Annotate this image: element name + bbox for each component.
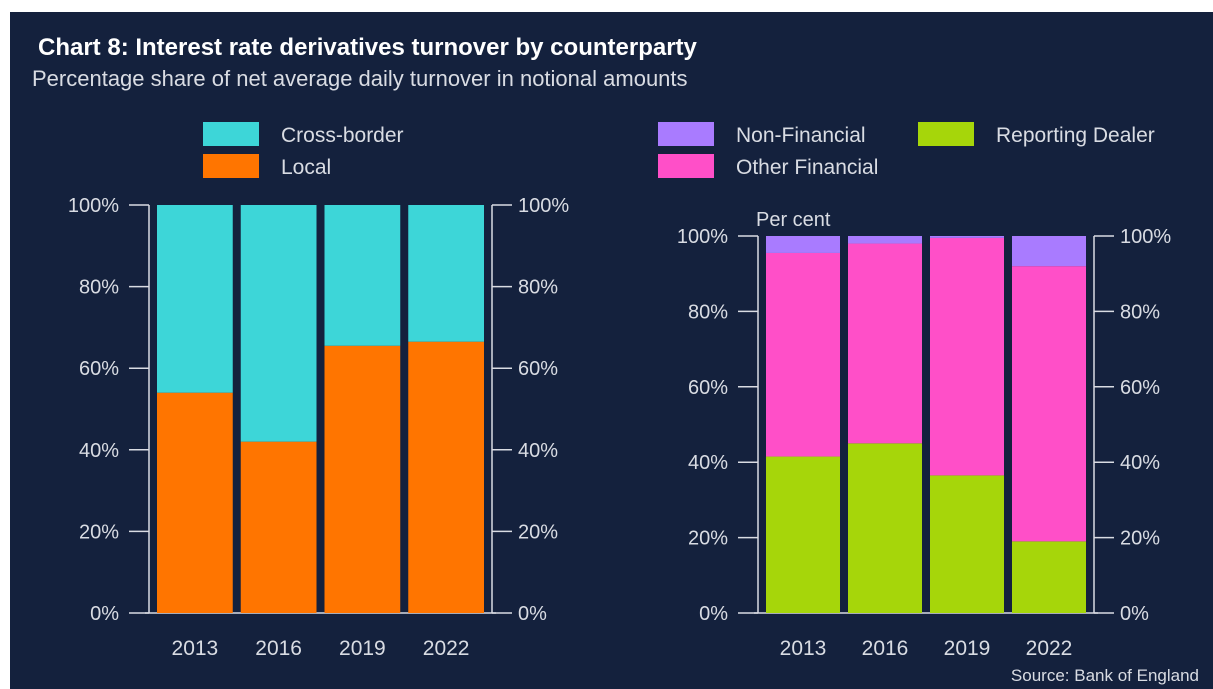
bar-local-2013 bbox=[157, 392, 233, 613]
y-tick-label-right: 100% bbox=[1120, 226, 1171, 248]
y-tick-label-left: 80% bbox=[688, 301, 728, 323]
legend-label-non-financial: Non-Financial bbox=[736, 124, 866, 147]
y-tick-label-left: 0% bbox=[90, 603, 119, 625]
y-tick-label-left: 0% bbox=[699, 603, 728, 625]
bar-other-financial-2019 bbox=[930, 237, 1004, 476]
bar-non-financial-2022 bbox=[1012, 236, 1086, 267]
legend-label-other-financial: Other Financial bbox=[736, 156, 878, 179]
y-tick-label-right: 20% bbox=[1120, 528, 1160, 550]
source-note: Source: Bank of England bbox=[1010, 666, 1199, 685]
legend-label-cross-border: Cross-border bbox=[281, 124, 404, 147]
counterparty-type-chart: 0% 0% 20% 20% 40% 40% 60% 60% 80% 80% 100% 100% 2013… bbox=[658, 122, 1171, 660]
bar-other-financial-2013 bbox=[766, 252, 840, 457]
legend-swatch-non-financial bbox=[658, 122, 714, 146]
legend-label-reporting-dealer: Reporting Dealer bbox=[996, 124, 1155, 147]
bar-reporting-dealer-2019 bbox=[930, 475, 1004, 613]
x-tick-label-2022: 2022 bbox=[1026, 637, 1073, 660]
bar-reporting-dealer-2013 bbox=[766, 456, 840, 613]
legend-label-local: Local bbox=[281, 156, 331, 179]
y-tick-label-left: 60% bbox=[688, 377, 728, 399]
bar-cross-border-2016 bbox=[240, 205, 317, 442]
y-axis-label: Per cent bbox=[756, 209, 831, 231]
bar-reporting-dealer-2016 bbox=[848, 443, 922, 613]
legend-swatch-reporting-dealer bbox=[918, 122, 974, 146]
bar-local-2019 bbox=[324, 345, 401, 613]
x-tick-label-2013: 2013 bbox=[172, 637, 219, 660]
y-tick-label-right: 60% bbox=[1120, 377, 1160, 399]
legend-swatch-other-financial bbox=[658, 154, 714, 178]
y-tick-label-right: 20% bbox=[518, 521, 558, 543]
x-tick-label-2019: 2019 bbox=[339, 637, 386, 660]
y-tick-label-right: 0% bbox=[1120, 603, 1149, 625]
y-tick-label-left: 100% bbox=[68, 195, 119, 217]
y-tick-label-right: 60% bbox=[518, 358, 558, 380]
bar-local-2022 bbox=[408, 341, 484, 613]
y-tick-label-right: 100% bbox=[518, 195, 569, 217]
chart-title: Chart 8: Interest rate derivatives turno… bbox=[38, 34, 697, 61]
y-tick-label-left: 20% bbox=[688, 528, 728, 550]
x-tick-label-2013: 2013 bbox=[780, 637, 827, 660]
bar-other-financial-2022 bbox=[1012, 266, 1086, 542]
y-tick-label-right: 40% bbox=[518, 440, 558, 462]
x-tick-label-2016: 2016 bbox=[255, 637, 302, 660]
x-tick-label-2019: 2019 bbox=[944, 637, 991, 660]
x-tick-label-2016: 2016 bbox=[862, 637, 909, 660]
counterparty-location-chart: 0% 0% 20% 20% 40% 40% 60% 60% 80% 80% 100% 100% 2013… bbox=[68, 122, 569, 660]
bar-cross-border-2013 bbox=[157, 205, 233, 393]
y-tick-label-right: 40% bbox=[1120, 452, 1160, 474]
chart-panel: Chart 8: Interest rate derivatives turno… bbox=[10, 12, 1213, 689]
bar-cross-border-2019 bbox=[324, 205, 401, 346]
x-tick-label-2022: 2022 bbox=[423, 637, 470, 660]
legend-swatch-local bbox=[203, 154, 259, 178]
bar-non-financial-2013 bbox=[766, 236, 840, 253]
y-tick-label-left: 100% bbox=[677, 226, 728, 248]
y-tick-label-left: 40% bbox=[79, 440, 119, 462]
y-tick-label-left: 20% bbox=[79, 521, 119, 543]
y-tick-label-left: 60% bbox=[79, 358, 119, 380]
chart-subtitle: Percentage share of net average daily tu… bbox=[32, 66, 688, 91]
y-tick-label-right: 80% bbox=[518, 277, 558, 299]
bar-non-financial-2016 bbox=[848, 236, 922, 244]
bar-local-2016 bbox=[240, 441, 317, 613]
y-tick-label-right: 0% bbox=[518, 603, 547, 625]
y-tick-label-left: 80% bbox=[79, 277, 119, 299]
bar-cross-border-2022 bbox=[408, 205, 484, 342]
bar-other-financial-2016 bbox=[848, 243, 922, 444]
y-tick-label-right: 80% bbox=[1120, 301, 1160, 323]
y-tick-label-left: 40% bbox=[688, 452, 728, 474]
bar-reporting-dealer-2022 bbox=[1012, 541, 1086, 613]
bar-non-financial-2019 bbox=[930, 236, 1004, 238]
legend-swatch-cross-border bbox=[203, 122, 259, 146]
